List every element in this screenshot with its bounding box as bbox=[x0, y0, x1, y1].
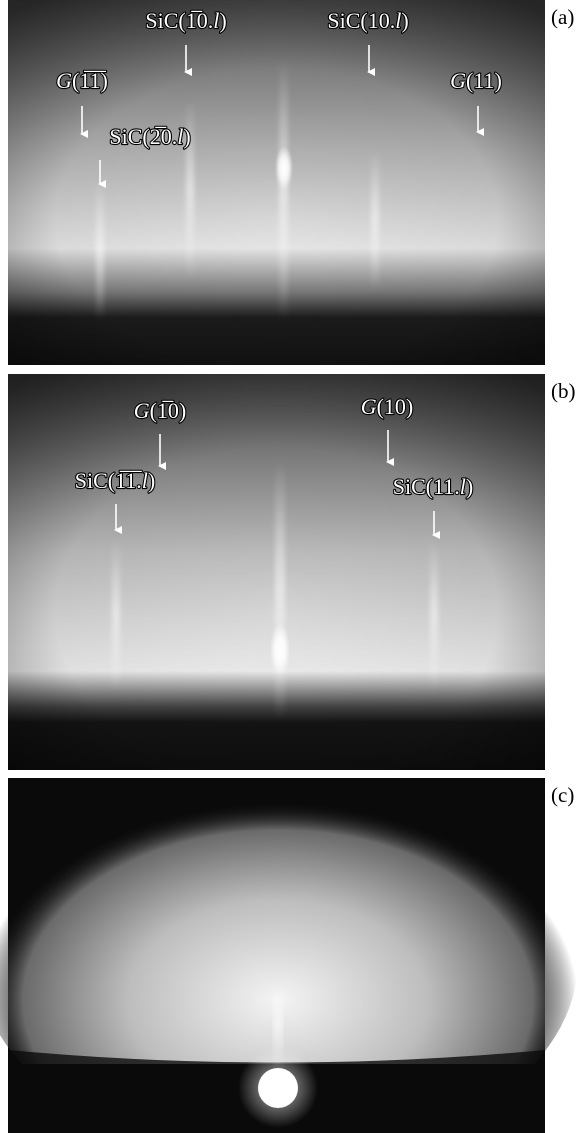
panel-label: (c) bbox=[551, 783, 574, 807]
panel-b-image bbox=[8, 374, 545, 770]
label-segment: SiC( bbox=[109, 124, 149, 149]
annotation-label: SiC(1̅1̅.l) bbox=[75, 468, 156, 493]
panel-label: (a) bbox=[551, 5, 574, 29]
panel-label: (b) bbox=[551, 379, 576, 403]
figure: (a)SiC(1̅0.l)SiC(10.l)G(1̅1̅)SiC(2̅0.l)G… bbox=[0, 0, 581, 1133]
annotation-label: SiC(2̅0.l) bbox=[109, 124, 190, 149]
label-segment: 2̅0. bbox=[150, 124, 178, 149]
annotation-label: G(1̅1̅) bbox=[56, 68, 108, 93]
annotation-label: G(10) bbox=[361, 394, 414, 419]
label-segment: SiC(10. bbox=[327, 8, 395, 33]
label-segment: 1̅0. bbox=[186, 8, 214, 33]
label-segment: (11) bbox=[466, 68, 502, 93]
label-segment: SiC( bbox=[145, 8, 185, 33]
label-segment: SiC( bbox=[75, 468, 115, 493]
label-segment: ) bbox=[401, 8, 408, 33]
label-segment: (1̅1̅) bbox=[72, 68, 108, 93]
label-segment: G bbox=[134, 398, 150, 423]
label-segment: ) bbox=[219, 8, 226, 33]
label-segment: G bbox=[56, 68, 72, 93]
annotation-label: G(11) bbox=[450, 68, 502, 93]
label-segment: ) bbox=[183, 124, 190, 149]
label-segment: (1̅0) bbox=[150, 398, 187, 423]
label-segment: G bbox=[361, 394, 377, 419]
label-segment: 1̅1̅. bbox=[115, 468, 142, 493]
annotation-label: SiC(1̅0.l) bbox=[145, 8, 226, 33]
label-segment: ) bbox=[466, 474, 473, 499]
panel-c-image bbox=[0, 760, 578, 1133]
label-segment: SiC(11. bbox=[393, 474, 460, 499]
annotation-label: G(1̅0) bbox=[134, 398, 187, 423]
label-segment: ) bbox=[148, 468, 155, 493]
annotation-label: SiC(11.l) bbox=[393, 474, 473, 499]
label-segment: G bbox=[450, 68, 466, 93]
label-segment: (10) bbox=[377, 394, 414, 419]
panel-a-image bbox=[8, 0, 545, 365]
annotation-label: SiC(10.l) bbox=[327, 8, 408, 33]
